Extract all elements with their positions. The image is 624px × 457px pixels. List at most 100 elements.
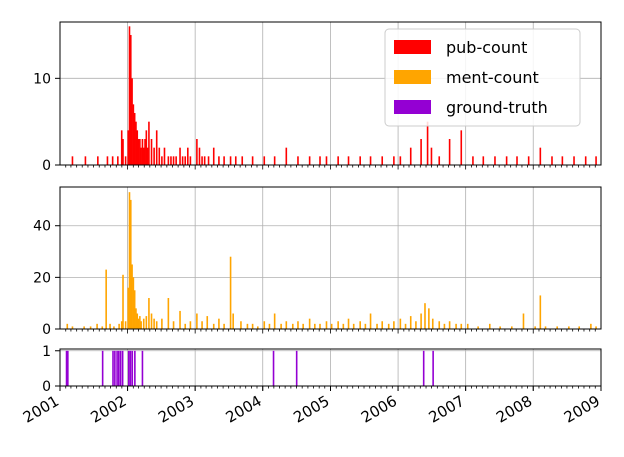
bar-ground-truth-5 <box>116 350 118 386</box>
bar-ment-count-81 <box>443 323 446 329</box>
bar-ment-count-75 <box>415 321 417 329</box>
bar-pub-count-21 <box>142 147 145 165</box>
bar-ground-truth-0 <box>65 350 68 386</box>
bar-ment-count-19 <box>135 308 137 329</box>
bar-ground-truth-2 <box>101 350 104 386</box>
bar-ment-count-78 <box>428 308 430 329</box>
bar-ground-truth-13 <box>141 350 144 386</box>
bar-pub-count-34 <box>172 156 175 165</box>
bar-ment-count-58 <box>319 323 321 329</box>
bar-ment-count-31 <box>167 298 170 329</box>
bar-ment-count-82 <box>448 321 451 329</box>
bar-pub-count-68 <box>420 139 422 165</box>
bar-pub-count-81 <box>551 156 553 165</box>
bar-ment-count-43 <box>232 313 234 329</box>
bar-ment-count-32 <box>172 321 175 329</box>
bar-pub-count-80 <box>539 147 542 165</box>
legend-label-pub-count: pub-count <box>446 38 527 57</box>
bar-pub-count-37 <box>181 156 184 165</box>
bar-ment-count-7 <box>109 323 111 329</box>
bar-ment-count-21 <box>137 318 140 329</box>
bar-pub-count-50 <box>234 156 237 165</box>
panel-ground-truth-yticks: 01 <box>42 344 60 395</box>
bar-ground-truth-4 <box>114 350 116 386</box>
bar-ment-count-5 <box>101 326 104 329</box>
bar-pub-count-11 <box>129 35 132 165</box>
bar-pub-count-4 <box>111 156 114 165</box>
bar-pub-count-22 <box>144 139 146 165</box>
bar-ment-count-11 <box>122 274 124 329</box>
panel-pub-count-bars <box>71 26 597 166</box>
bar-ground-truth-15 <box>295 350 298 386</box>
bar-pub-count-28 <box>155 130 158 165</box>
bar-ment-count-60 <box>330 323 333 329</box>
bar-ground-truth-3 <box>112 350 114 386</box>
bar-ment-count-15 <box>129 199 132 329</box>
bar-pub-count-57 <box>308 156 311 165</box>
bar-ment-count-27 <box>150 313 153 329</box>
bar-pub-count-54 <box>273 156 276 165</box>
bar-ment-count-42 <box>229 256 232 329</box>
bar-pub-count-56 <box>297 156 299 165</box>
bar-pub-count-53 <box>263 156 266 165</box>
bar-ment-count-45 <box>246 323 249 329</box>
bar-pub-count-69 <box>426 121 429 165</box>
bar-ment-count-17 <box>132 277 135 329</box>
bar-pub-count-26 <box>150 139 153 165</box>
bar-ment-count-37 <box>201 321 203 329</box>
bar-ment-count-23 <box>140 321 142 329</box>
bar-pub-count-12 <box>131 78 133 165</box>
panel-ment-count-yticks: 0 20 40 <box>33 219 60 338</box>
bar-pub-count-65 <box>393 156 395 165</box>
bar-ment-count-4 <box>96 323 98 329</box>
bar-ment-count-69 <box>381 321 384 329</box>
bar-pub-count-85 <box>595 156 597 165</box>
bar-pub-count-73 <box>460 130 463 165</box>
bar-pub-count-44 <box>203 156 206 165</box>
bar-pub-count-36 <box>179 147 181 165</box>
bar-pub-count-38 <box>184 156 187 165</box>
ytick-label-ground-truth-1: 1 <box>42 344 51 360</box>
bar-ment-count-66 <box>364 323 367 329</box>
bar-ment-count-98 <box>595 326 597 329</box>
bar-ment-count-29 <box>155 321 158 329</box>
bar-ground-truth-12 <box>134 350 136 386</box>
bar-pub-count-52 <box>251 156 254 165</box>
bar-pub-count-70 <box>430 147 433 165</box>
bar-ment-count-16 <box>131 264 133 329</box>
bar-ment-count-39 <box>212 323 215 329</box>
bar-pub-count-48 <box>223 156 225 165</box>
bar-pub-count-5 <box>117 156 119 165</box>
bar-pub-count-14 <box>133 113 136 165</box>
bar-ment-count-48 <box>263 321 266 329</box>
bar-pub-count-20 <box>141 139 144 165</box>
bar-ment-count-72 <box>399 318 402 329</box>
bar-pub-count-1 <box>84 156 87 165</box>
bar-ment-count-33 <box>179 310 181 329</box>
bar-ment-count-90 <box>522 313 525 329</box>
bar-ment-count-56 <box>308 318 311 329</box>
bar-pub-count-51 <box>241 156 244 165</box>
bar-pub-count-39 <box>187 147 189 165</box>
bar-ment-count-70 <box>387 323 390 329</box>
bar-pub-count-24 <box>146 147 149 165</box>
panel-pub-count-yticks: 0 10 <box>33 71 60 174</box>
bar-ment-count-18 <box>133 290 136 329</box>
legend-entry-pub-count: pub-count <box>394 38 527 57</box>
bar-ment-count-73 <box>404 323 407 329</box>
bar-pub-count-16 <box>136 130 139 165</box>
bar-ment-count-9 <box>118 323 120 329</box>
bar-pub-count-45 <box>207 156 210 165</box>
bar-ground-truth-17 <box>432 350 434 386</box>
bar-pub-count-84 <box>584 156 587 165</box>
ytick-label-ment-count-2: 40 <box>33 219 51 235</box>
legend-label-ground-truth: ground-truth <box>446 98 548 117</box>
ytick-label-ment-count-0: 0 <box>42 322 51 338</box>
bar-pub-count-8 <box>124 156 127 165</box>
bar-ment-count-28 <box>153 318 155 329</box>
bar-ment-count-88 <box>499 326 501 329</box>
bar-ment-count-24 <box>142 318 145 329</box>
bar-ment-count-61 <box>337 321 339 329</box>
bar-ment-count-93 <box>544 326 547 329</box>
bar-pub-count-33 <box>170 156 172 165</box>
